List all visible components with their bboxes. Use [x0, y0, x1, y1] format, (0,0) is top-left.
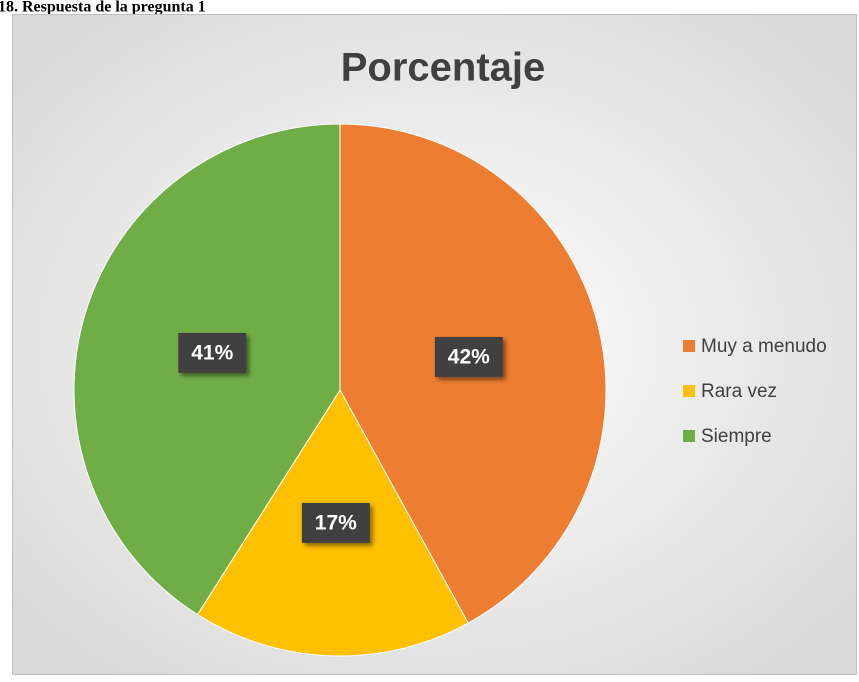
data-label-box [178, 332, 247, 373]
legend-label: Siempre [701, 426, 772, 447]
pie [73, 123, 607, 657]
data-label: 17% [315, 511, 357, 534]
data-label-box [301, 502, 370, 543]
data-labels: 42% 17% 41% [178, 332, 503, 543]
caption: 18. Respuesta de la pregunta 1 [0, 0, 206, 16]
data-label: 42% [448, 345, 490, 368]
data-label: 41% [191, 341, 233, 364]
legend: Muy a menudo Rara vez Siempre [683, 336, 827, 447]
data-label-box [434, 336, 503, 377]
chart-title: Porcentaje [341, 46, 546, 90]
legend-swatch [683, 430, 695, 442]
legend-label: Rara vez [701, 381, 777, 402]
legend-swatch [683, 385, 695, 397]
legend-label: Muy a menudo [701, 336, 827, 357]
legend-swatch [683, 340, 695, 352]
